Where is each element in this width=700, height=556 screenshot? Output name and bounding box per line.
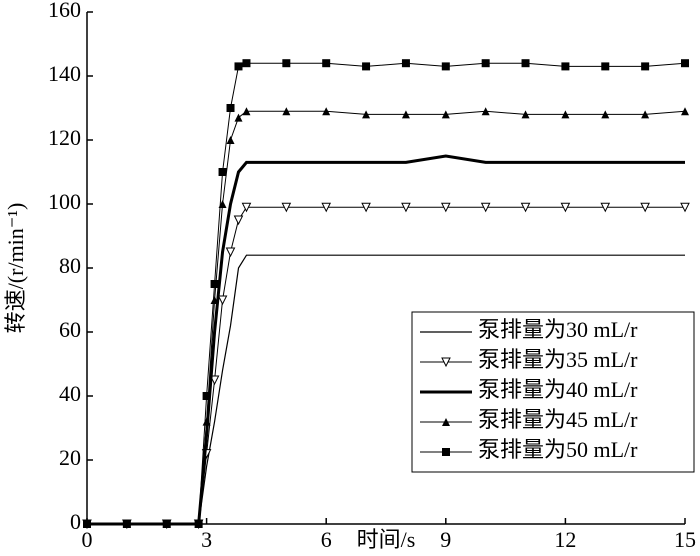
marker — [362, 110, 371, 119]
y-tick-label: 20 — [59, 445, 81, 470]
marker — [601, 62, 610, 71]
marker — [282, 107, 291, 116]
legend-label: 泵排量为35 mL/r — [478, 347, 638, 372]
marker — [281, 202, 292, 213]
x-tick-label: 12 — [554, 527, 576, 552]
marker — [681, 59, 689, 68]
marker — [322, 59, 331, 68]
marker — [322, 107, 331, 116]
legend-marker — [441, 357, 451, 368]
marker — [521, 59, 530, 68]
marker — [282, 59, 291, 68]
marker — [202, 417, 211, 426]
marker — [401, 202, 411, 213]
x-tick-label: 6 — [321, 527, 332, 552]
legend-marker — [442, 448, 450, 456]
marker — [521, 110, 530, 119]
marker — [226, 136, 235, 144]
marker — [226, 104, 235, 112]
marker — [210, 296, 219, 304]
marker — [561, 110, 570, 119]
y-axis-label: 转速/(r/min⁻¹) — [3, 203, 28, 334]
marker — [640, 202, 650, 213]
marker — [202, 392, 211, 400]
marker — [362, 62, 371, 71]
marker — [601, 110, 610, 119]
y-tick-label: 100 — [48, 189, 81, 214]
y-tick-label: 140 — [48, 61, 81, 86]
marker — [361, 202, 371, 213]
marker — [401, 110, 410, 119]
marker — [481, 107, 490, 116]
marker — [481, 59, 490, 68]
legend-label: 泵排量为30 mL/r — [478, 317, 638, 342]
marker — [225, 247, 236, 258]
legend-label: 泵排量为50 mL/r — [478, 437, 638, 462]
marker — [441, 110, 450, 119]
marker — [83, 520, 91, 528]
marker — [234, 113, 243, 122]
marker — [162, 520, 171, 528]
marker — [122, 520, 131, 528]
y-tick-label: 80 — [59, 253, 81, 278]
marker — [641, 62, 650, 71]
marker — [680, 202, 690, 213]
x-axis-label: 时间/s — [357, 527, 416, 552]
marker — [681, 107, 689, 116]
marker — [600, 202, 611, 213]
marker — [217, 295, 228, 306]
legend-label: 泵排量为40 mL/r — [478, 377, 638, 402]
legend-label: 泵排量为45 mL/r — [478, 407, 638, 432]
marker — [480, 202, 491, 213]
marker — [321, 202, 332, 213]
y-tick-label: 40 — [59, 381, 81, 406]
x-tick-label: 9 — [440, 527, 451, 552]
marker — [194, 520, 203, 528]
y-tick-label: 0 — [70, 509, 81, 534]
marker — [641, 110, 650, 119]
y-tick-label: 120 — [48, 125, 81, 150]
marker — [233, 215, 244, 226]
marker — [241, 202, 252, 213]
marker — [441, 62, 450, 71]
marker — [561, 62, 570, 71]
marker — [210, 280, 219, 288]
marker — [520, 202, 531, 213]
marker — [560, 202, 571, 213]
marker — [218, 168, 227, 176]
marker — [440, 202, 451, 213]
marker — [242, 107, 251, 116]
marker — [242, 59, 251, 68]
marker — [209, 375, 220, 386]
y-tick-label: 160 — [48, 0, 81, 22]
x-tick-label: 3 — [201, 527, 212, 552]
x-tick-label: 15 — [674, 527, 696, 552]
legend-marker — [442, 418, 450, 426]
marker — [401, 59, 410, 68]
x-tick-label: 0 — [82, 527, 93, 552]
marker — [234, 62, 243, 71]
y-tick-label: 60 — [59, 317, 81, 342]
